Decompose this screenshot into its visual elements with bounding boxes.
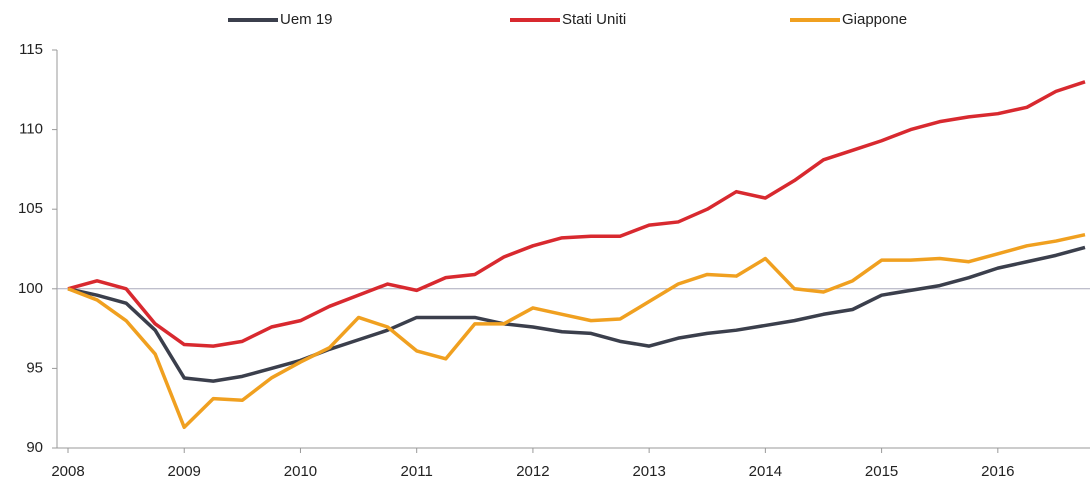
legend-label: Uem 19 (280, 11, 333, 28)
legend-label: Giappone (842, 11, 907, 28)
y-tick-label: 95 (26, 359, 43, 376)
x-tick-label: 2010 (284, 463, 317, 480)
legend-label: Stati Uniti (562, 11, 626, 28)
series-line (67, 80, 1086, 348)
y-tick-label: 115 (19, 41, 43, 58)
x-tick-label: 2013 (632, 463, 665, 480)
y-tick-label: 100 (18, 280, 43, 297)
y-tick-label: 105 (18, 200, 43, 217)
x-tick-label: 2008 (51, 463, 84, 480)
x-tick-label: 2009 (168, 463, 201, 480)
x-tick-label: 2011 (401, 463, 433, 480)
x-tick-label: 2015 (865, 463, 898, 480)
x-tick-label: 2012 (516, 463, 549, 480)
series-line (67, 245, 1086, 383)
series-line (67, 232, 1086, 430)
x-tick-label: 2014 (749, 463, 782, 480)
y-tick-label: 90 (26, 439, 43, 456)
y-tick-label: 110 (19, 121, 43, 138)
x-tick-label: 2016 (981, 463, 1014, 480)
